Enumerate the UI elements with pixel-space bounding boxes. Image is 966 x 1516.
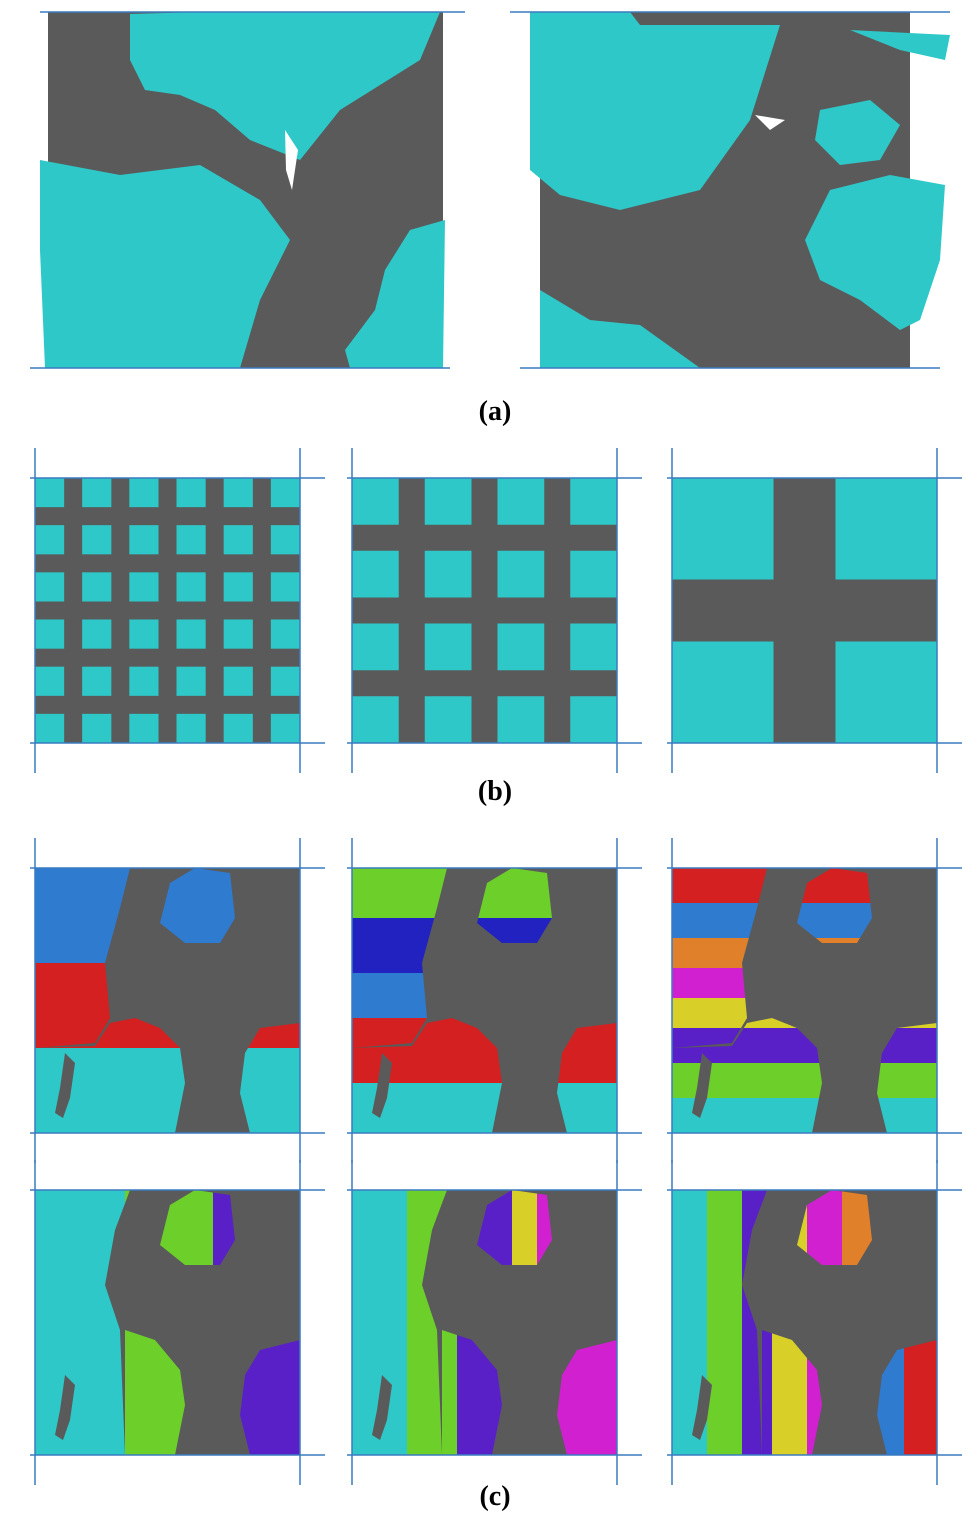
panel-c [30, 838, 962, 1485]
panel-label: (c) [479, 1481, 510, 1512]
panel-b [30, 448, 962, 773]
panel-label: (b) [478, 776, 512, 807]
figure: (a) (b) (c) [0, 0, 966, 1516]
panel-a [30, 12, 950, 368]
panel-label: (a) [479, 396, 512, 427]
